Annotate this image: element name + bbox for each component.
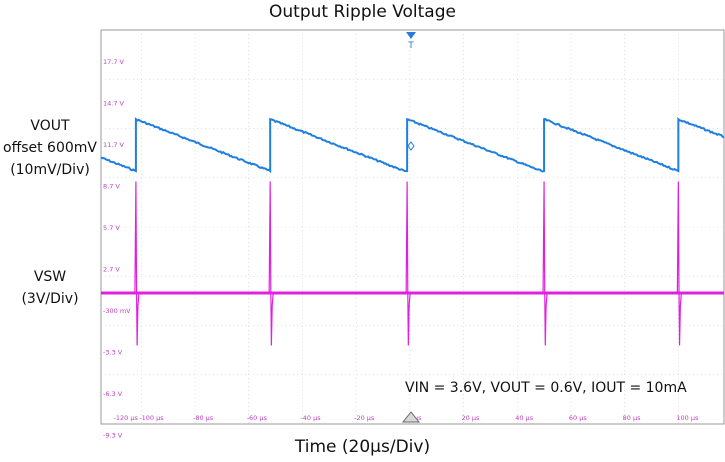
vsw-switching-spike: [405, 181, 411, 346]
trigger-marker: T: [401, 32, 421, 423]
plot-frame: [100, 29, 725, 425]
vsw-switching-spike: [542, 181, 548, 346]
x-tick-label: 100 µs: [676, 414, 699, 422]
y-tick-label: 2.7 V: [103, 265, 120, 273]
trigger-position-icon: [401, 411, 421, 423]
x-tick-label: -20 µs: [354, 414, 375, 422]
y-tick-label: -3.3 V: [103, 348, 123, 356]
vsw-switching-spike: [268, 181, 274, 346]
vout-label-scale: (10mV/Div): [10, 162, 90, 178]
y-tick-label: 11.7 V: [103, 141, 125, 149]
vsw-switching-spike: [676, 181, 682, 346]
vout-trace: [100, 116, 725, 174]
y-tick-label: 14.7 V: [103, 99, 125, 107]
x-tick-label: -80 µs: [193, 414, 214, 422]
y-tick-label: -6.3 V: [103, 390, 123, 398]
plot-grid: [101, 30, 724, 424]
y-tick-label: -9.3 V: [103, 431, 123, 439]
x-tick-label: -40 µs: [300, 414, 321, 422]
trigger-level-icon: [407, 141, 415, 151]
trigger-arrow-icon: [406, 32, 416, 39]
y-tick-label: 5.7 V: [103, 224, 120, 232]
x-tick-label: 40 µs: [515, 414, 533, 422]
y-tick-label: 8.7 V: [103, 182, 120, 190]
vout-label-offset: offset 600mV: [3, 140, 97, 156]
x-tick-label: -60 µs: [247, 414, 268, 422]
vsw-switching-spike: [134, 181, 140, 346]
x-axis-title: Time (20µs/Div): [294, 437, 431, 457]
chart-title: Output Ripple Voltage: [269, 2, 456, 22]
y-tick-labels: 17.7 V 14.7 V 11.7 V 8.7 V 5.7 V 2.7 V -300 mV…: [103, 58, 131, 439]
x-tick-label: 80 µs: [623, 414, 641, 422]
x-tick-label: -100 µs: [139, 414, 164, 422]
vsw-label-scale: (3V/Div): [21, 291, 79, 307]
y-tick-label: 17.7 V: [103, 58, 125, 66]
vsw-noise-band: [134, 181, 682, 346]
vout-channel-label: VOUT offset 600mV (10mV/Div): [0, 115, 100, 181]
vout-label-name: VOUT: [30, 118, 70, 134]
vsw-channel-label: VSW (3V/Div): [0, 266, 100, 310]
x-tick-label: 60 µs: [569, 414, 587, 422]
x-tick-label: 20 µs: [462, 414, 480, 422]
x-tick-label: -120 µs: [114, 414, 139, 422]
trigger-letter: T: [407, 41, 414, 51]
y-tick-label: -300 mV: [103, 307, 131, 315]
test-conditions-annotation: VIN = 3.6V, VOUT = 0.6V, IOUT = 10mA: [405, 380, 687, 396]
vsw-label-name: VSW: [33, 269, 67, 285]
